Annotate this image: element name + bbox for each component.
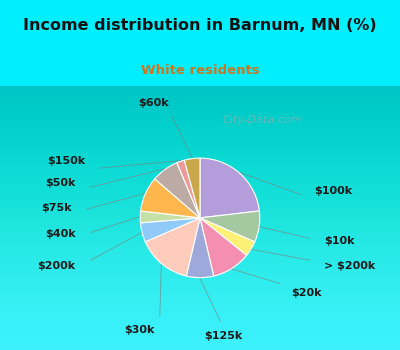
Text: $125k: $125k [204, 331, 242, 341]
Wedge shape [140, 211, 200, 223]
Text: White residents: White residents [141, 64, 259, 77]
Text: $200k: $200k [37, 261, 76, 271]
Text: $100k: $100k [314, 186, 353, 196]
Wedge shape [186, 218, 214, 278]
Text: $60k: $60k [138, 98, 168, 108]
Wedge shape [200, 218, 255, 256]
Wedge shape [145, 218, 200, 276]
Text: $30k: $30k [124, 325, 154, 335]
Text: > $200k: > $200k [324, 261, 376, 271]
Text: Income distribution in Barnum, MN (%): Income distribution in Barnum, MN (%) [23, 18, 377, 33]
Wedge shape [177, 160, 200, 218]
Wedge shape [140, 218, 200, 242]
Text: $20k: $20k [291, 288, 322, 298]
Text: $150k: $150k [47, 156, 86, 167]
Text: $50k: $50k [45, 178, 76, 188]
Wedge shape [200, 218, 246, 276]
Text: $40k: $40k [45, 230, 76, 239]
Text: $75k: $75k [41, 203, 71, 213]
Wedge shape [155, 163, 200, 218]
Wedge shape [200, 211, 260, 242]
Text: City-Data.com: City-Data.com [222, 115, 302, 125]
Wedge shape [200, 158, 259, 218]
Text: $10k: $10k [324, 236, 355, 246]
Wedge shape [184, 158, 200, 218]
Wedge shape [141, 179, 200, 218]
